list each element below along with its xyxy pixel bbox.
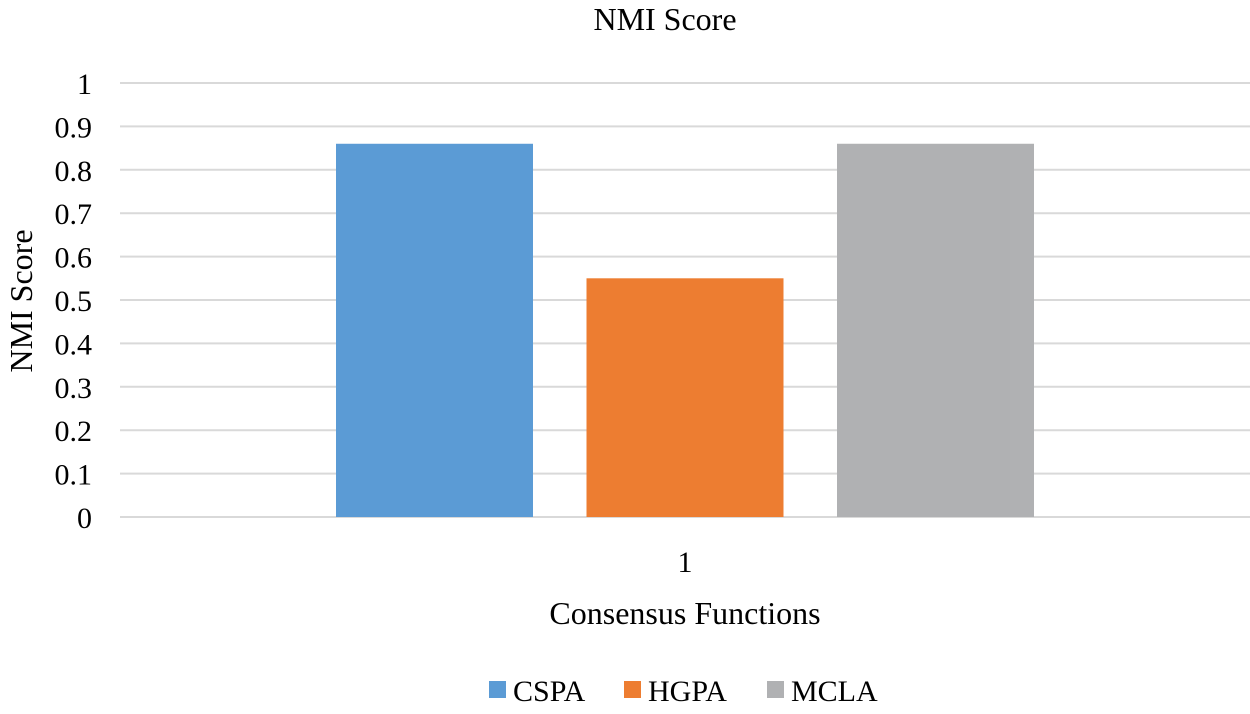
legend-swatch-cspa bbox=[489, 681, 506, 698]
y-tick-label: 0.5 bbox=[55, 285, 93, 318]
x-axis-ticks: 1 bbox=[678, 546, 693, 579]
bar-cspa bbox=[336, 143, 533, 517]
y-tick-label: 0 bbox=[77, 502, 92, 535]
y-axis-label: NMI Score bbox=[3, 229, 39, 372]
bar-hgpa bbox=[586, 278, 784, 517]
x-axis-label: Consensus Functions bbox=[549, 595, 820, 631]
legend-label-cspa: CSPA bbox=[513, 675, 586, 708]
y-tick-label: 0.2 bbox=[55, 415, 93, 448]
y-tick-label: 0.1 bbox=[55, 459, 93, 492]
legend-swatch-hgpa bbox=[624, 681, 641, 698]
chart-title: NMI Score bbox=[593, 1, 736, 37]
legend-label-hgpa: HGPA bbox=[648, 675, 727, 708]
y-tick-label: 0.8 bbox=[55, 155, 93, 188]
y-tick-label: 0.6 bbox=[55, 242, 93, 275]
y-tick-label: 0.7 bbox=[55, 198, 93, 231]
y-tick-label: 0.3 bbox=[55, 372, 93, 405]
legend-label-mcla: MCLA bbox=[791, 675, 878, 708]
bars bbox=[336, 143, 1034, 517]
x-tick-label: 1 bbox=[678, 546, 693, 579]
legend-swatch-mcla bbox=[767, 681, 784, 698]
y-tick-label: 0.4 bbox=[55, 328, 93, 361]
y-tick-label: 0.9 bbox=[55, 111, 93, 144]
y-tick-label: 1 bbox=[77, 68, 92, 101]
bar-mcla bbox=[837, 143, 1034, 517]
y-axis-ticks: 0 0.1 0.2 0.3 0.4 0.5 0.6 0.7 0.8 0.9 1 bbox=[55, 68, 93, 535]
legend: CSPA HGPA MCLA bbox=[489, 675, 878, 708]
